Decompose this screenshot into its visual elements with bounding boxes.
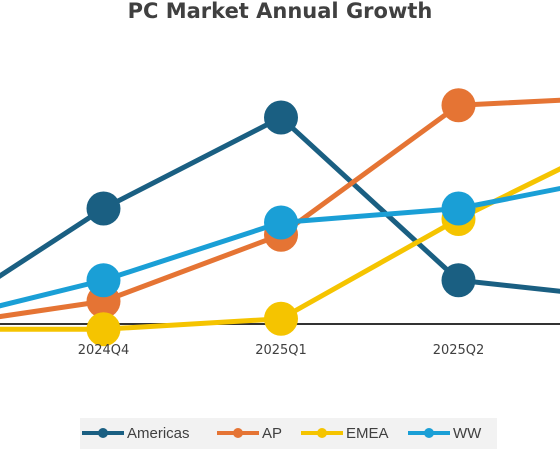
legend-item-emea: EMEA: [301, 425, 389, 442]
data-point-americas: [441, 263, 476, 298]
data-point-emea: [86, 312, 121, 347]
data-point-ww: [264, 205, 298, 240]
legend-label: AP: [262, 425, 282, 442]
x-tick-label: 2024Q4: [78, 343, 130, 358]
x-tick-label: 2025Q1: [255, 343, 307, 358]
data-point-americas: [86, 191, 121, 226]
data-point-ww: [441, 191, 476, 226]
legend-swatch-marker: [424, 428, 434, 438]
legend-item-ww: WW: [408, 425, 482, 442]
legend: Americas AP EMEA WW: [80, 418, 497, 449]
legend-item-ap: AP: [217, 425, 282, 442]
legend-label: WW: [453, 425, 482, 442]
x-tick-label: 2025Q2: [433, 343, 485, 358]
legend-item-americas: Americas: [82, 425, 190, 442]
legend-swatch-marker: [98, 428, 108, 438]
data-point-ww: [86, 263, 121, 298]
legend-swatch-marker: [317, 428, 327, 438]
legend-label: EMEA: [346, 425, 389, 442]
legend-swatch-marker: [233, 428, 243, 438]
data-point-ap: [441, 88, 476, 123]
data-point-emea: [264, 301, 298, 336]
plot-area: [0, 88, 560, 347]
data-point-americas: [264, 100, 298, 135]
x-axis-tick-labels: 2024Q4 2025Q1 2025Q2: [78, 343, 485, 358]
legend-label: Americas: [127, 425, 190, 442]
chart-title: PC Market Annual Growth: [128, 0, 433, 23]
